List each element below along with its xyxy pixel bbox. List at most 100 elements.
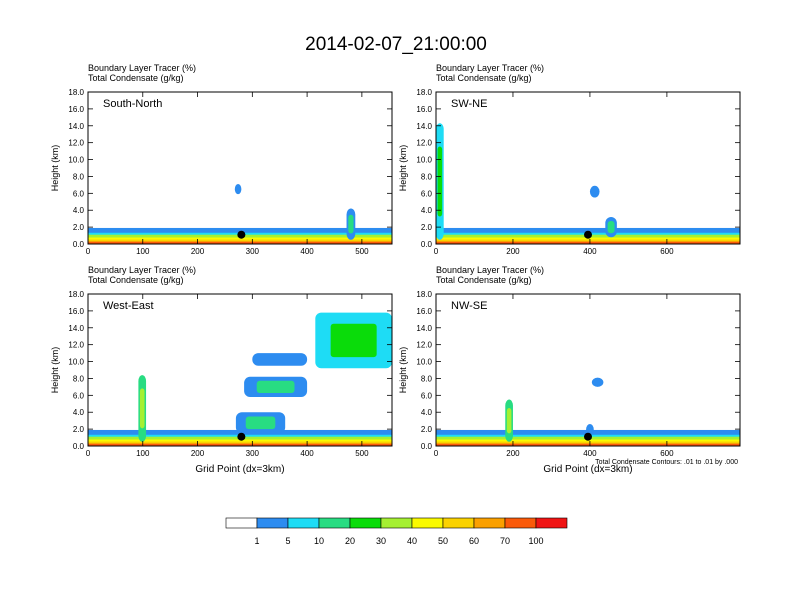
contour-blob [234,184,242,195]
colorbar: 1 5 10 20 30 40 50 60 70 100 [225,517,568,546]
y-tick-label: 0.0 [73,442,85,451]
y-tick-label: 4.0 [73,206,85,215]
location-marker [584,432,592,441]
y-tick-label: 12.0 [416,139,432,148]
y-tick-label: 16.0 [416,105,432,114]
x-tick-label: 600 [660,449,674,458]
y-tick-label: 16.0 [416,307,432,316]
y-tick-label: 0.0 [421,442,433,451]
plot-frame [435,91,741,245]
contour-band [436,443,740,446]
contour-blob [586,424,594,436]
x-tick-label: 200 [191,247,205,256]
y-tick-label: 14.0 [416,122,432,131]
contour-blob-core [348,214,354,234]
y-tick-label: 2.0 [421,223,433,232]
y-tick-label: 6.0 [421,391,433,400]
contour-band [88,443,392,446]
y-tick-label: 6.0 [421,189,433,198]
colorbar-cell [442,517,475,529]
y-tick-label: 2.0 [421,425,433,434]
plot-frame [435,293,741,447]
y-tick-label: 6.0 [73,189,85,198]
contour-band [436,241,740,244]
y-tick-label: 14.0 [416,324,432,333]
y-tick-label: 10.0 [68,358,84,367]
colorbar-label: 10 [314,536,324,546]
panel-nw-se: Boundary Layer Tracer (%)Total Condensat… [398,265,741,475]
panel-south-north: Boundary Layer Tracer (%)Total Condensat… [50,63,393,256]
x-tick-label: 200 [506,449,520,458]
y-axis-label: Height (km) [398,347,408,394]
x-tick-label: 100 [136,247,150,256]
x-tick-label: 0 [86,247,91,256]
plot-frame [87,91,393,245]
panel-label: SW-NE [451,98,487,110]
x-tick-label: 600 [660,247,674,256]
figure-title: 2014-02-07_21:00:00 [305,34,487,55]
panel-subtitle: Total Condensate (g/kg) [436,275,532,285]
x-axis-label: Grid Point (dx=3km) [543,464,632,475]
x-tick-label: 200 [191,449,205,458]
y-axis-label: Height (km) [50,347,60,394]
x-tick-label: 400 [300,449,314,458]
footnote: Total Condensate Contours: .01 to .01 by… [595,459,738,466]
panel-label: NW-SE [451,300,487,312]
colorbar-cell [411,517,444,529]
x-tick-label: 0 [434,449,439,458]
location-marker [237,230,246,239]
colorbar-cell [535,517,568,529]
y-axis-label: Height (km) [398,145,408,192]
y-tick-label: 14.0 [68,122,84,131]
panel-west-east: Boundary Layer Tracer (%)Total Condensat… [50,265,393,475]
colorbar-cell [349,517,382,529]
panel-subtitle: Total Condensate (g/kg) [88,73,184,83]
location-marker [584,230,592,239]
y-axis-label: Height (km) [50,145,60,192]
y-tick-label: 12.0 [68,139,84,148]
x-tick-label: 0 [86,449,91,458]
x-tick-label: 500 [355,247,369,256]
y-tick-label: 18.0 [68,88,84,97]
panel-subtitle: Boundary Layer Tracer (%) [88,265,196,275]
y-tick-label: 12.0 [416,341,432,350]
y-tick-label: 16.0 [68,307,84,316]
colorbar-cell [504,517,537,529]
contour-band [88,241,392,244]
colorbar-cell [380,517,413,529]
contour-blob-core [139,388,145,429]
location-marker [237,432,246,441]
y-tick-label: 4.0 [73,408,85,417]
colorbar-label: 100 [528,536,543,546]
y-tick-label: 10.0 [416,156,432,165]
colorbar-label: 30 [376,536,386,546]
x-tick-label: 300 [246,449,260,458]
y-tick-label: 10.0 [416,358,432,367]
contour-blob-core [256,380,295,393]
y-tick-label: 16.0 [68,105,84,114]
contour-blob [252,353,308,366]
plot-area [436,123,740,244]
contour-blob [591,377,604,387]
x-tick-label: 400 [583,247,597,256]
panel-subtitle: Total Condensate (g/kg) [436,73,532,83]
plot-frame [87,293,393,447]
contour-blob-core [245,416,276,430]
y-tick-label: 0.0 [73,240,85,249]
y-tick-label: 6.0 [73,391,85,400]
y-tick-label: 8.0 [73,374,85,383]
panel-subtitle: Boundary Layer Tracer (%) [88,63,196,73]
colorbar-label: 60 [469,536,479,546]
colorbar-label: 20 [345,536,355,546]
x-tick-label: 500 [355,449,369,458]
y-tick-label: 2.0 [73,425,85,434]
contour-blob-core [607,221,615,234]
contour-blob [589,185,600,198]
contour-blob-core [330,323,377,358]
y-tick-label: 2.0 [73,223,85,232]
y-tick-label: 0.0 [421,240,433,249]
contour-blob-core [437,146,443,217]
panel-subtitle: Boundary Layer Tracer (%) [436,265,544,275]
plot-area [88,312,392,446]
